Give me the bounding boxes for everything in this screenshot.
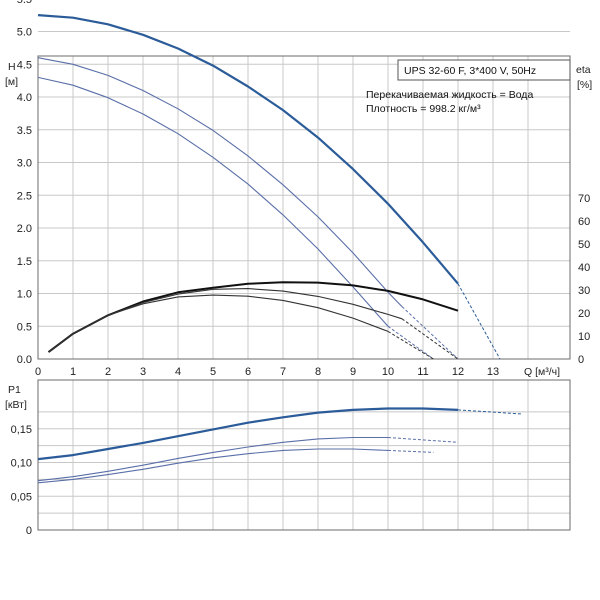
curve-top-0	[37, 14, 459, 285]
head-tick-label: 0.0	[17, 354, 32, 366]
head-tick-label: 4.0	[17, 92, 32, 104]
head-tick-label: 5.5	[17, 0, 32, 6]
flow-tick-label: 12	[452, 366, 464, 378]
flow-tick-label: 2	[105, 366, 111, 378]
curve-extension-bot-2	[387, 449, 434, 453]
curve-bot-2	[37, 448, 389, 484]
model-title-box	[397, 59, 571, 81]
flow-tick-label: 7	[280, 366, 286, 378]
head-axis-unit: [м]	[5, 76, 18, 88]
flow-tick-label: 13	[487, 366, 499, 378]
flow-axis-label: Q [м³/ч]	[524, 366, 560, 378]
power-axis-label: P1	[8, 384, 21, 396]
curve-top-1	[37, 57, 403, 307]
flow-tick-label: 0	[35, 366, 41, 378]
curve-bot-1	[37, 436, 388, 482]
head-tick-label: 4.5	[17, 59, 32, 71]
head-tick-label: 3.0	[17, 158, 32, 170]
curve-extension-top-0	[457, 283, 501, 360]
flow-tick-label: 4	[175, 366, 181, 378]
curve-extension-top-4	[401, 318, 459, 360]
eta-tick-label: 0	[578, 354, 584, 366]
flow-tick-label: 1	[70, 366, 76, 378]
flow-tick-label: 11	[417, 366, 428, 378]
eta-tick-label: 10	[578, 331, 590, 343]
flow-tick-label: 10	[382, 366, 394, 378]
eta-axis-unit: [%]	[577, 79, 592, 91]
eta-tick-label: 50	[578, 239, 590, 251]
power-axis-unit: [кВт]	[5, 399, 27, 411]
curve-top-4	[48, 288, 403, 353]
head-tick-label: 1.0	[17, 289, 32, 301]
flow-tick-label: 8	[315, 366, 321, 378]
curve-extension-bot-0	[457, 409, 522, 415]
curve-extension-top-5	[387, 330, 434, 360]
power-chart-frame	[37, 379, 571, 531]
curve-top-2	[37, 76, 389, 327]
head-tick-label: 5.0	[17, 27, 32, 39]
power-tick-label: 0,10	[11, 458, 32, 470]
curve-extension-top-1	[401, 306, 459, 360]
density-annotation: Плотность = 998.2 кг/м³	[366, 103, 481, 115]
curve-bot-0	[37, 407, 459, 461]
eta-tick-label: 60	[578, 216, 590, 228]
power-tick-label: 0,15	[11, 424, 32, 436]
fluid-annotation: Перекачиваемая жидкость = Вода	[366, 89, 533, 101]
curve-extension-top-2	[387, 325, 434, 360]
power-tick-label: 0	[26, 525, 32, 537]
head-chart-frame	[37, 55, 571, 360]
flow-tick-label: 5	[210, 366, 216, 378]
power-tick-label: 0,05	[11, 491, 32, 503]
flow-tick-label: 9	[350, 366, 356, 378]
flow-tick-label: 3	[140, 366, 146, 378]
head-chart-ticks: 0.00.51.01.52.02.53.03.54.04.55.05.50102…	[17, 0, 591, 378]
head-tick-label: 1.5	[17, 256, 32, 268]
eta-tick-label: 30	[578, 285, 590, 297]
power-chart-grid	[38, 380, 570, 530]
eta-tick-label: 40	[578, 262, 590, 274]
head-tick-label: 2.5	[17, 190, 32, 202]
power-chart-ticks: 0 0,05 0,10 0,15	[11, 424, 32, 537]
flow-tick-label: 6	[245, 366, 251, 378]
curve-extension-bot-1	[387, 437, 459, 443]
head-axis-label: H	[8, 61, 16, 73]
head-chart-curves	[37, 14, 501, 360]
head-tick-label: 0.5	[17, 321, 32, 333]
eta-axis-label: eta	[576, 64, 591, 76]
power-chart-curves	[37, 407, 522, 484]
eta-tick-label: 20	[578, 308, 590, 320]
eta-tick-label: 70	[578, 193, 590, 205]
head-tick-label: 2.0	[17, 223, 32, 235]
head-tick-label: 3.5	[17, 125, 32, 137]
curve-top-5	[48, 294, 389, 353]
model-title: UPS 32-60 F, 3*400 V, 50Hz	[404, 65, 536, 77]
